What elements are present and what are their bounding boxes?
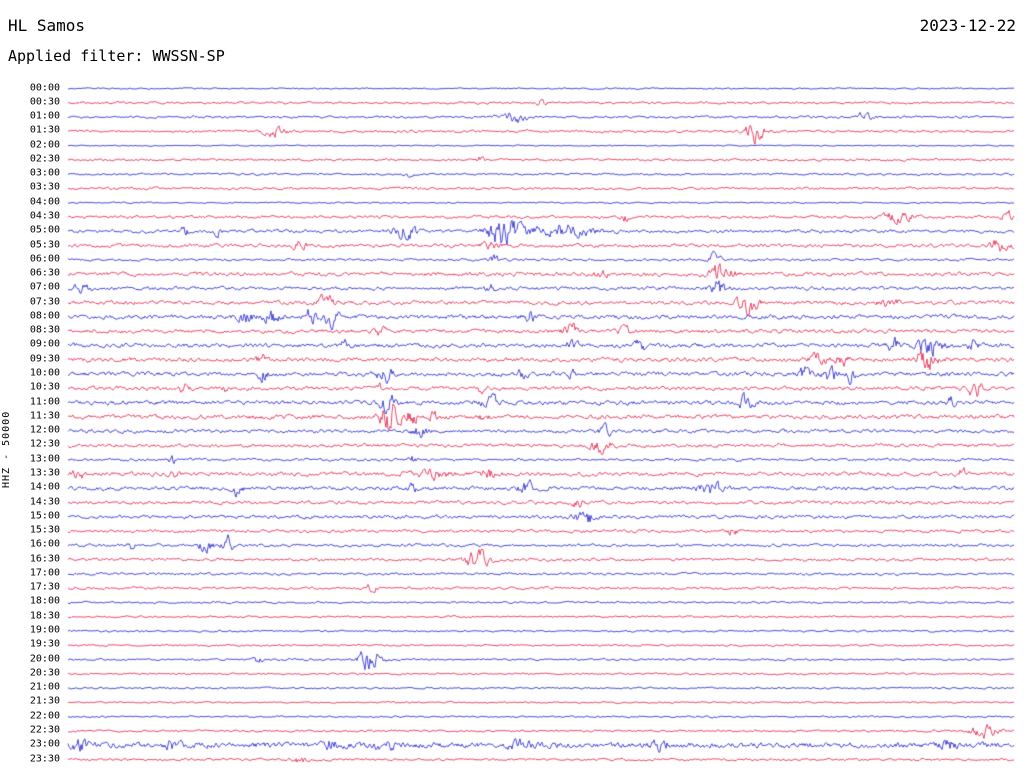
row-time-label: 13:00 bbox=[29, 453, 60, 465]
row-time-label: 02:00 bbox=[29, 139, 60, 151]
row-time-label: 00:00 bbox=[29, 82, 60, 93]
time-axis: 00:00 00:30 01:00 01:30 02:00 02:30 03:00 03:30… bbox=[0, 0, 62, 780]
row-time-label: 01:00 bbox=[29, 110, 60, 122]
row-time-label: 19:00 bbox=[29, 624, 60, 636]
row-time-label: 00:30 bbox=[29, 96, 60, 108]
row-time-label: 16:00 bbox=[29, 538, 60, 550]
row-time-label: 06:30 bbox=[29, 267, 60, 279]
row-time-label: 20:30 bbox=[29, 667, 60, 679]
row-time-label: 11:00 bbox=[29, 396, 60, 408]
row-time-label: 22:30 bbox=[29, 724, 60, 736]
date-label: 2023-12-22 bbox=[919, 16, 1016, 35]
row-time-label: 09:30 bbox=[29, 353, 60, 365]
row-time-label: 15:00 bbox=[29, 510, 60, 522]
row-time-label: 05:00 bbox=[29, 224, 60, 236]
row-time-label: 04:30 bbox=[29, 210, 60, 222]
station-title: HL Samos bbox=[8, 16, 86, 35]
row-time-label: 23:00 bbox=[29, 738, 60, 750]
row-time-label: 04:00 bbox=[29, 196, 60, 208]
row-time-label: 01:30 bbox=[29, 124, 60, 136]
row-time-label: 23:30 bbox=[29, 753, 60, 765]
row-time-label: 19:30 bbox=[29, 638, 60, 650]
row-time-label: 17:00 bbox=[29, 567, 60, 579]
row-time-label: 20:00 bbox=[29, 653, 60, 665]
row-time-label: 15:30 bbox=[29, 524, 60, 536]
row-time-label: 13:30 bbox=[29, 467, 60, 479]
row-time-label: 08:30 bbox=[29, 324, 60, 336]
row-time-label: 18:30 bbox=[29, 610, 60, 622]
row-time-label: 12:00 bbox=[29, 424, 60, 436]
row-time-label: 10:00 bbox=[29, 367, 60, 379]
row-time-label: 05:30 bbox=[29, 239, 60, 251]
row-time-label: 21:00 bbox=[29, 681, 60, 693]
row-time-label: 07:30 bbox=[29, 296, 60, 308]
row-time-label: 18:00 bbox=[29, 595, 60, 607]
row-time-label: 08:00 bbox=[29, 310, 60, 322]
row-time-label: 03:00 bbox=[29, 167, 60, 179]
row-time-label: 16:30 bbox=[29, 553, 60, 565]
row-time-label: 11:30 bbox=[29, 410, 60, 422]
row-time-label: 07:00 bbox=[29, 281, 60, 293]
row-time-label: 09:00 bbox=[29, 338, 60, 350]
row-time-label: 22:00 bbox=[29, 710, 60, 722]
row-time-label: 02:30 bbox=[29, 153, 60, 165]
filter-label: Applied filter: WWSSN-SP bbox=[8, 47, 225, 65]
row-time-label: 03:30 bbox=[29, 181, 60, 193]
row-time-label: 06:00 bbox=[29, 253, 60, 265]
row-time-label: 10:30 bbox=[29, 381, 60, 393]
row-time-label: 17:30 bbox=[29, 581, 60, 593]
row-time-label: 12:30 bbox=[29, 438, 60, 450]
row-time-label: 14:30 bbox=[29, 496, 60, 508]
row-time-label: 14:00 bbox=[29, 481, 60, 493]
row-time-label: 21:30 bbox=[29, 695, 60, 707]
